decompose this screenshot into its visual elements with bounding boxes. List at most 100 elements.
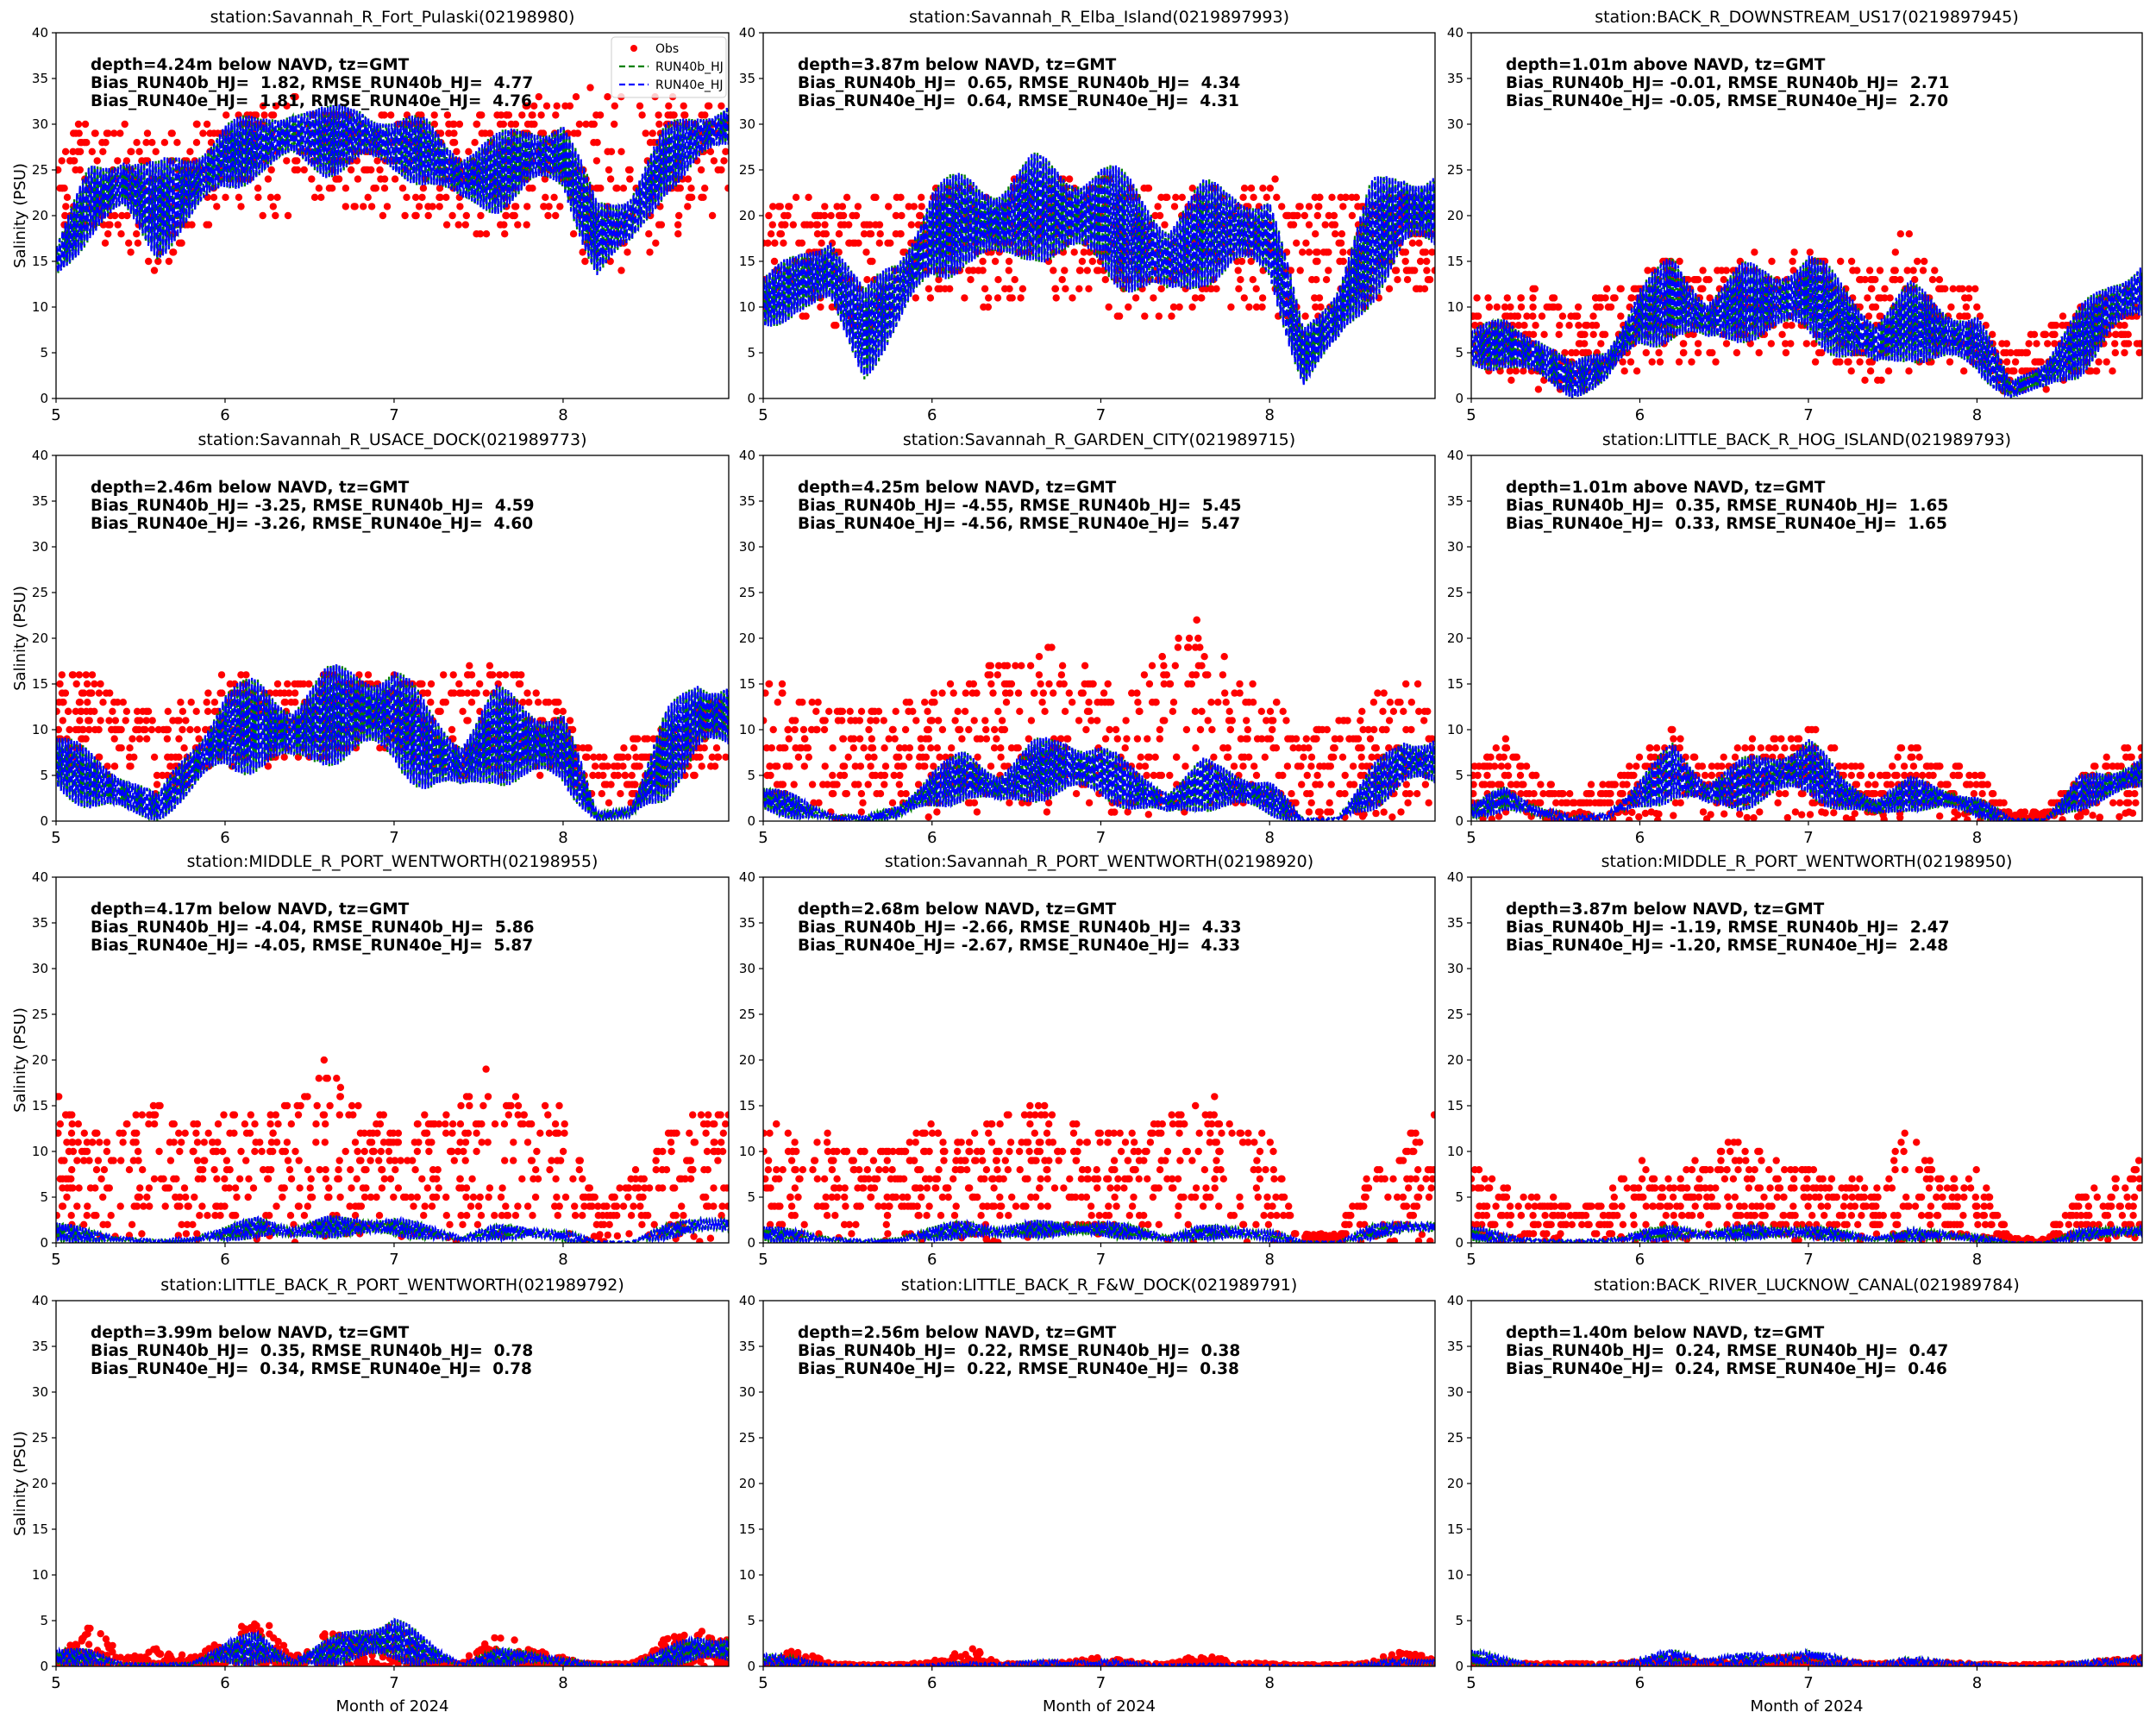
obs-point — [857, 790, 866, 798]
obs-point — [630, 744, 638, 752]
obs-point — [1166, 771, 1174, 780]
obs-point — [1566, 790, 1574, 798]
obs-point — [466, 662, 473, 669]
obs-point — [2103, 753, 2110, 761]
obs-point — [467, 699, 476, 706]
obs-point — [321, 1138, 329, 1146]
obs-point — [868, 707, 876, 715]
obs-point — [455, 680, 463, 688]
obs-point — [514, 221, 522, 229]
obs-point — [204, 221, 213, 229]
obs-point — [961, 707, 969, 715]
obs-point — [291, 689, 299, 697]
obs-point — [169, 248, 177, 256]
obs-point — [1935, 276, 1944, 284]
obs-point — [1931, 267, 1939, 274]
obs-point — [1679, 348, 1688, 357]
obs-point — [476, 680, 484, 688]
obs-point — [1374, 689, 1382, 697]
obs-point — [456, 1138, 464, 1146]
obs-point — [718, 102, 725, 110]
obs-point — [1484, 294, 1492, 302]
obs-point — [604, 93, 611, 101]
obs-point — [544, 211, 552, 220]
obs-point — [1331, 735, 1339, 743]
obs-point — [669, 111, 677, 119]
obs-point — [528, 1120, 536, 1128]
obs-point — [847, 717, 855, 724]
obs-point — [942, 753, 950, 761]
obs-point — [80, 139, 89, 147]
obs-point — [893, 193, 901, 201]
obs-point — [1402, 725, 1410, 734]
obs-point — [778, 689, 786, 697]
obs-point — [73, 1202, 81, 1210]
obs-point — [501, 230, 509, 238]
obs-point — [58, 157, 66, 165]
y-tick-label: 25 — [1447, 585, 1463, 600]
obs-point — [2059, 312, 2067, 320]
y-tick-label: 10 — [32, 299, 48, 315]
obs-point — [178, 1138, 185, 1146]
obs-point — [655, 120, 663, 129]
obs-point — [798, 744, 805, 752]
obs-point — [491, 1120, 499, 1128]
obs-point — [167, 753, 175, 761]
obs-point — [696, 1238, 704, 1243]
obs-point — [834, 717, 843, 724]
obs-point — [970, 717, 978, 724]
obs-point — [1952, 762, 1959, 770]
obs-point — [1655, 810, 1663, 818]
obs-point — [1959, 285, 1966, 292]
obs-point — [424, 203, 432, 210]
obs-point — [1169, 699, 1178, 706]
obs-point — [133, 707, 141, 715]
obs-point — [641, 753, 649, 761]
y-tick-label: 40 — [32, 448, 48, 463]
obs-point — [1082, 725, 1090, 734]
obs-point — [1419, 248, 1427, 256]
obs-point — [544, 1111, 552, 1119]
obs-point — [191, 1193, 198, 1201]
obs-point — [1413, 285, 1421, 292]
obs-point — [442, 193, 450, 201]
legend-entry: RUN40e_HJ — [655, 78, 724, 92]
obs-point — [1247, 257, 1255, 266]
obs-point — [1627, 294, 1635, 302]
obs-point — [1336, 257, 1344, 266]
obs-point — [665, 102, 673, 110]
obs-point — [1489, 781, 1496, 788]
obs-point — [641, 1184, 649, 1192]
obs-point — [789, 221, 797, 229]
obs-point — [267, 111, 276, 119]
obs-point — [1184, 643, 1192, 651]
obs-point — [199, 129, 207, 137]
obs-point — [2111, 330, 2120, 338]
stats-annotation: Bias_RUN40b_HJ= -3.25, RMSE_RUN40b_HJ= 4… — [91, 497, 535, 515]
obs-point — [817, 303, 824, 311]
obs-point — [938, 725, 947, 734]
obs-point — [1143, 771, 1150, 780]
obs-point — [378, 1166, 386, 1174]
obs-point — [1338, 753, 1347, 761]
obs-point — [1263, 735, 1271, 743]
obs-point — [627, 1212, 636, 1220]
obs-point — [376, 1120, 385, 1128]
obs-point — [1240, 185, 1249, 192]
obs-point — [1925, 771, 1933, 780]
obs-point — [510, 1138, 517, 1146]
obs-point — [764, 239, 772, 247]
obs-point — [2048, 322, 2057, 329]
obs-point — [1060, 680, 1068, 688]
obs-point — [1239, 762, 1247, 770]
obs-point — [222, 111, 230, 119]
obs-point — [561, 1193, 570, 1201]
obs-point — [1238, 753, 1245, 761]
obs-point — [413, 1147, 422, 1156]
obs-point — [1349, 762, 1357, 770]
obs-point — [510, 1157, 517, 1164]
obs-point — [1145, 680, 1154, 688]
obs-point — [686, 1129, 693, 1138]
obs-point — [1607, 303, 1615, 311]
obs-point — [72, 129, 80, 137]
